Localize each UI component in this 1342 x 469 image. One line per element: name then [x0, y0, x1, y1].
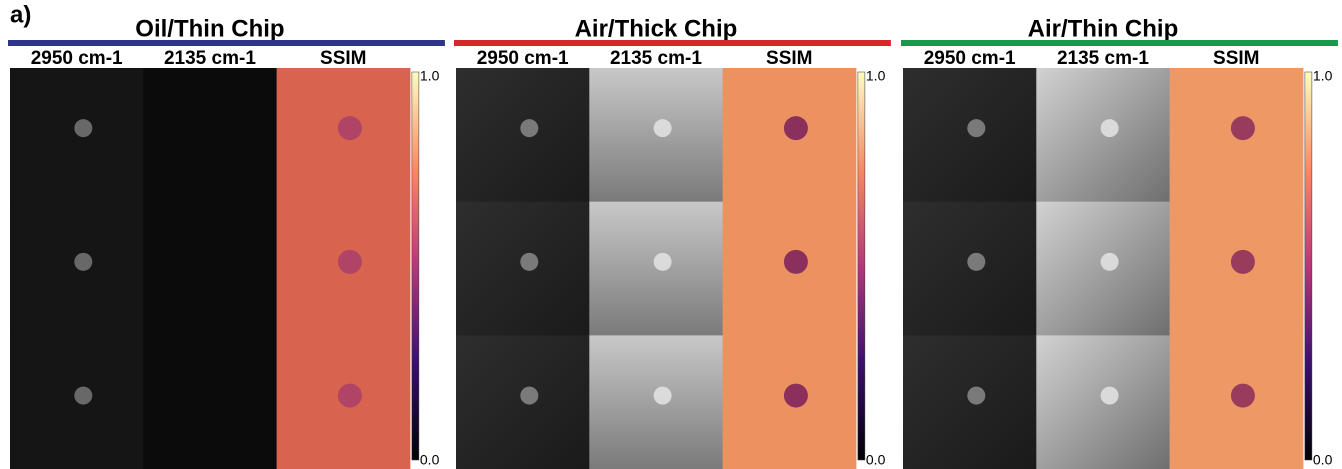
colorbar-tick: 0.0 — [1313, 452, 1333, 468]
cell — [520, 387, 538, 405]
cell — [1101, 119, 1119, 137]
column-label: SSIM — [320, 48, 366, 69]
image-tile — [903, 68, 1037, 202]
column-label: 2950 cm-1 — [924, 48, 1016, 69]
figure: a) Oil/Thin Chip 2950 cm-1 2135 cm-1 SSIM 1.… — [0, 0, 1342, 469]
column-label: 2135 cm-1 — [1057, 48, 1149, 69]
cell — [74, 253, 92, 271]
cell — [1231, 384, 1255, 408]
panel-underline — [454, 40, 891, 46]
panel-title: Air/Thick Chip — [575, 15, 738, 42]
image-tile — [589, 68, 723, 202]
cell — [74, 119, 92, 137]
colorbar-tick: 1.0 — [1313, 68, 1333, 84]
cell — [654, 253, 672, 271]
panel-underline — [8, 40, 445, 46]
cell — [1101, 387, 1119, 405]
image-tile — [1036, 335, 1170, 469]
cell — [967, 387, 985, 405]
image-tile — [143, 335, 277, 469]
panel-title: Air/Thin Chip — [1028, 15, 1179, 42]
image-tile — [456, 68, 590, 202]
colorbar-tick: 1.0 — [420, 68, 440, 84]
cell — [338, 250, 362, 274]
panel-title: Oil/Thin Chip — [135, 15, 284, 42]
cell — [1231, 250, 1255, 274]
cell — [784, 250, 808, 274]
image-tile — [589, 335, 723, 469]
colorbar — [412, 72, 419, 460]
cell — [338, 116, 362, 140]
image-tile — [143, 68, 277, 202]
image-tile — [10, 202, 144, 336]
cell — [654, 119, 672, 137]
image-tile — [10, 335, 144, 469]
colorbar — [858, 72, 865, 460]
column-label: 2135 cm-1 — [610, 48, 702, 69]
image-tile — [143, 202, 277, 336]
column-label: SSIM — [1213, 48, 1259, 69]
column-label: 2950 cm-1 — [31, 48, 123, 69]
colorbar — [1305, 72, 1312, 460]
image-tile — [456, 335, 590, 469]
cell — [967, 253, 985, 271]
column-label: SSIM — [766, 48, 812, 69]
image-tile — [903, 335, 1037, 469]
image-tile — [10, 68, 144, 202]
cell — [338, 384, 362, 408]
cell — [520, 119, 538, 137]
cell — [1101, 253, 1119, 271]
panel-underline — [901, 40, 1338, 46]
colorbar-tick: 1.0 — [866, 68, 886, 84]
column-label: 2135 cm-1 — [164, 48, 256, 69]
cell — [1231, 116, 1255, 140]
cell — [654, 387, 672, 405]
image-tile — [456, 202, 590, 336]
cell — [520, 253, 538, 271]
column-label: 2950 cm-1 — [477, 48, 569, 69]
image-tile — [1036, 202, 1170, 336]
image-tile — [1036, 68, 1170, 202]
image-tile — [903, 202, 1037, 336]
colorbar-tick: 0.0 — [866, 452, 886, 468]
cell — [784, 116, 808, 140]
cell — [967, 119, 985, 137]
cell — [74, 387, 92, 405]
image-tile — [589, 202, 723, 336]
cell — [784, 384, 808, 408]
colorbar-tick: 0.0 — [420, 452, 440, 468]
figure-label: a) — [10, 1, 31, 28]
